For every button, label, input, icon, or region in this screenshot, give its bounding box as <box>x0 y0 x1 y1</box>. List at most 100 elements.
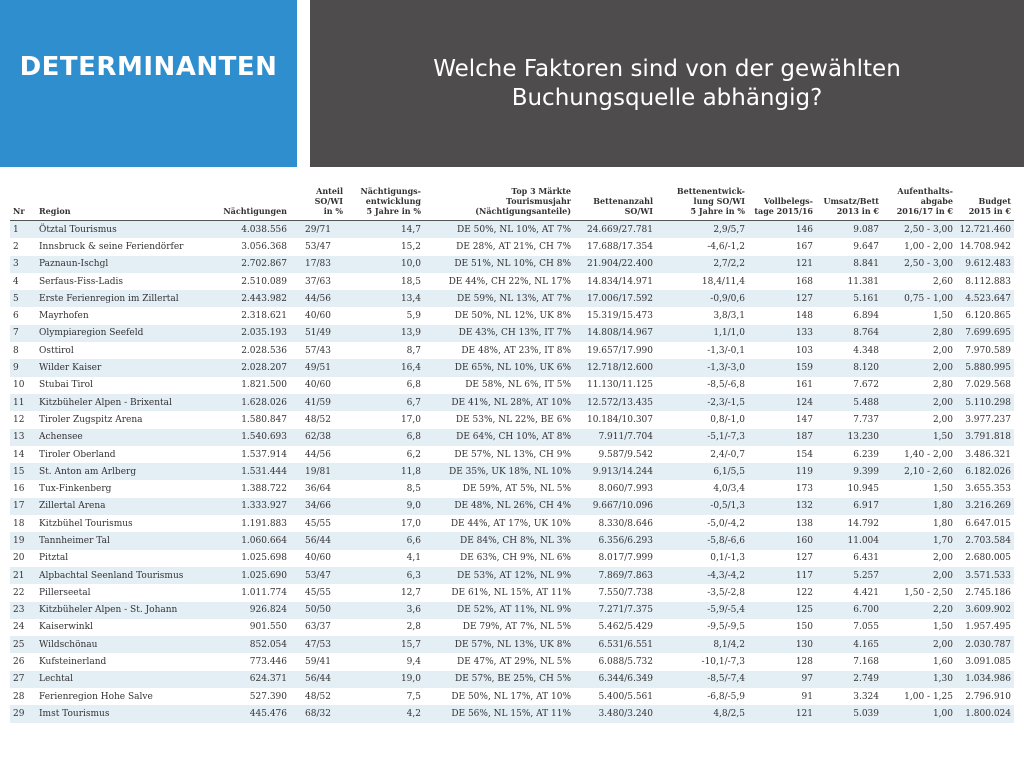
cell-maerkte: DE 63%, CH 9%, NL 6% <box>460 553 571 564</box>
cell-anteil: 63/37 <box>305 622 331 633</box>
cell-entwicklung: 18,5 <box>400 276 421 287</box>
cell-betten: 14.834/14.971 <box>586 276 653 287</box>
cell-bettenentwicklung: 1,1/1,0 <box>656 324 748 343</box>
cell-entwicklung: 5,9 <box>406 311 421 322</box>
cell-maerkte: DE 59%, AT 5%, NL 5% <box>462 484 571 495</box>
cell-bettenentwicklung: -2,3/-1,5 <box>656 393 748 412</box>
cell-bettenentwicklung: -10,1/-7,3 <box>701 657 745 668</box>
cell-budget: 3.486.321 <box>965 449 1011 460</box>
cell-maerkte: DE 47%, AT 29%, NL 5% <box>457 657 571 668</box>
cell-budget: 3.655.353 <box>965 484 1011 495</box>
cell-anteil: 41/59 <box>290 393 346 412</box>
cell-vollbelegstage: 154 <box>795 449 813 460</box>
cell-abgabe: 1,30 <box>882 670 956 689</box>
cell-anteil: 34/66 <box>290 497 346 516</box>
cell-naechtigungen: 852.054 <box>204 636 290 654</box>
cell-betten: 17.688/17.354 <box>586 241 653 252</box>
cell-nr: 12 <box>13 414 25 425</box>
cell-maerkte: DE 79%, AT 7%, NL 5% <box>462 622 571 633</box>
cell-maerkte: DE 53%, NL 22%, BE 6% <box>455 414 571 425</box>
cell-budget: 4.523.647 <box>956 290 1014 308</box>
table-row: 2 Innsbruck & seine Feriendörfer 3.056.368… <box>10 238 1014 255</box>
cell-bettenentwicklung: 18,4/11,4 <box>701 276 745 287</box>
cell-vollbelegstage: 187 <box>748 428 816 446</box>
cell-naechtigungen: 2.035.193 <box>204 324 290 343</box>
cell-abgabe: 0,75 - 1,00 <box>882 290 956 308</box>
cell-budget: 14.708.942 <box>959 241 1011 252</box>
cell-maerkte: DE 48%, NL 26%, CH 4% <box>424 497 574 516</box>
col-header-vollbelegstage: Vollbelegs- tage 2015/16 <box>748 176 816 221</box>
cell-anteil: 59/41 <box>305 657 331 668</box>
table-row: 26 Kufsteinerland 773.446 59/41 9,4 DE 47%, A… <box>10 653 1014 670</box>
cell-nr: 4 <box>13 276 19 287</box>
table-row: 18 Kitzbühel Tourismus 1.191.883 45/55 17,0 D… <box>10 515 1014 532</box>
cell-budget: 1.800.024 <box>956 705 1014 723</box>
cell-vollbelegstage: 160 <box>748 532 816 550</box>
cell-nr: 23 <box>10 601 36 619</box>
cell-bettenentwicklung: 6,1/5,5 <box>656 463 748 481</box>
table-row: 27 Lechtal 624.371 56/44 19,0 DE 57%, BE 25%,… <box>10 670 1014 689</box>
cell-vollbelegstage: 97 <box>748 670 816 689</box>
cell-naechtigungen: 1.537.914 <box>241 449 287 460</box>
question-title: Welche Faktoren sind von der gewählten B… <box>310 55 1024 113</box>
cell-abgabe: 1,50 <box>932 622 953 633</box>
cell-maerkte: DE 50%, NL 17%, AT 10% <box>451 691 571 702</box>
cell-nr: 16 <box>13 484 25 495</box>
cell-maerkte: DE 35%, UK 18%, NL 10% <box>424 463 574 481</box>
cell-budget: 6.182.026 <box>956 463 1014 481</box>
cell-entwicklung: 13,9 <box>346 324 424 343</box>
cell-vollbelegstage: 159 <box>748 359 816 377</box>
cell-betten: 7.869/7.863 <box>574 566 656 585</box>
cell-region: Zillertal Arena <box>36 497 204 516</box>
cell-budget: 7.699.695 <box>956 324 1014 343</box>
cell-abgabe: 2,20 <box>882 601 956 619</box>
question-banner: Welche Faktoren sind von der gewählten B… <box>310 0 1024 167</box>
cell-bettenentwicklung: 2,4/-0,7 <box>710 449 745 460</box>
cell-nr: 10 <box>13 380 25 391</box>
cell-umsatz: 7.168 <box>853 657 879 668</box>
cell-budget: 7.970.589 <box>965 345 1011 356</box>
cell-vollbelegstage: 125 <box>748 601 816 619</box>
cell-bettenentwicklung: -4,6/-1,2 <box>707 241 745 252</box>
cell-abgabe: 2,00 <box>882 566 956 585</box>
cell-region: Pillerseetal <box>39 587 91 598</box>
cell-anteil: 50/50 <box>290 601 346 619</box>
cell-region: Tannheimer Tal <box>36 532 204 550</box>
table-row: 13 Achensee 1.540.693 62/38 6,8 DE 64%, CH 10… <box>10 428 1014 446</box>
cell-entwicklung: 15,2 <box>400 241 421 252</box>
cell-abgabe: 2,00 <box>882 393 956 412</box>
cell-nr: 2 <box>13 241 19 252</box>
cell-vollbelegstage: 117 <box>748 566 816 585</box>
cell-entwicklung: 3,6 <box>346 601 424 619</box>
cell-bettenentwicklung: -5,1/-7,3 <box>656 428 748 446</box>
cell-abgabe: 2,80 <box>932 380 953 391</box>
cell-maerkte: DE 28%, AT 21%, CH 7% <box>456 241 571 252</box>
cell-region: Erste Ferienregion im Zillertal <box>36 290 204 308</box>
cell-maerkte: DE 51%, NL 10%, CH 8% <box>424 255 574 273</box>
cell-naechtigungen: 527.390 <box>249 691 287 702</box>
col-header-maerkte: Top 3 Märkte Tourismusjahr (Nächtigungsa… <box>424 176 574 221</box>
cell-region: Tux-Finkenberg <box>39 484 112 495</box>
cell-nr: 9 <box>10 359 36 377</box>
cell-region: Ferienregion Hohe Salve <box>39 691 153 702</box>
table-row: 29 Imst Tourismus 445.476 68/32 4,2 DE 56%, N… <box>10 705 1014 723</box>
cell-maerkte: DE 58%, NL 6%, IT 5% <box>465 380 571 391</box>
cell-nr: 19 <box>10 532 36 550</box>
cell-budget: 1.034.986 <box>956 670 1014 689</box>
cell-abgabe: 2,50 - 3,00 <box>882 255 956 273</box>
cell-nr: 22 <box>13 587 25 598</box>
cell-nr: 8 <box>13 345 19 356</box>
table-row: 3 Paznaun-Ischgl 2.702.867 17/83 10,0 DE 51%,… <box>10 255 1014 273</box>
cell-region: Wildschönau <box>36 636 204 654</box>
cell-abgabe: 1,40 - 2,00 <box>904 449 953 460</box>
cell-abgabe: 2,00 <box>932 414 953 425</box>
cell-bettenentwicklung: -9,5/-9,5 <box>707 622 745 633</box>
cell-naechtigungen: 1.011.774 <box>241 587 287 598</box>
cell-umsatz: 6.917 <box>816 497 882 516</box>
cell-betten: 12.572/13.435 <box>574 393 656 412</box>
cell-betten: 21.904/22.400 <box>574 255 656 273</box>
cell-region: Mayrhofen <box>39 311 89 322</box>
cell-betten: 5.400/5.561 <box>598 691 653 702</box>
cell-entwicklung: 15,7 <box>346 636 424 654</box>
cell-budget: 3.977.237 <box>965 414 1011 425</box>
